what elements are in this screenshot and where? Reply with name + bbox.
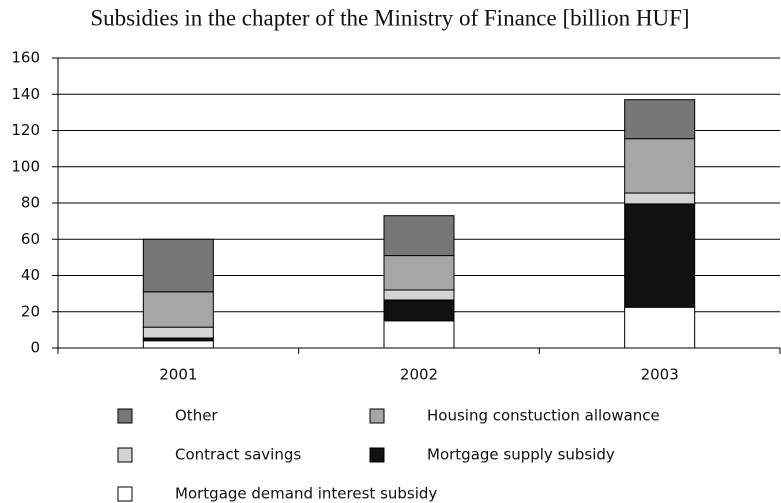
legend-swatch [369, 447, 385, 463]
bar-segment [624, 192, 696, 205]
bar-segment [624, 99, 696, 140]
y-tick-label: 0 [30, 339, 40, 357]
legend-swatch [117, 408, 133, 424]
x-tick-label: 2003 [641, 366, 679, 384]
y-tick-label: 100 [11, 157, 40, 175]
legend-label: Mortgage supply subsidy [427, 446, 615, 464]
y-tick-label: 140 [11, 85, 40, 103]
y-tick-label: 60 [21, 230, 40, 248]
bar-segment [142, 238, 214, 293]
legend-label: Other [175, 407, 218, 425]
legend-label: Mortgage demand interest subsidy [175, 485, 437, 503]
legend-swatch [117, 486, 133, 502]
y-tick-label: 20 [21, 302, 40, 320]
bar-segment [624, 306, 696, 349]
y-tick-label: 80 [21, 194, 40, 212]
legend-swatch [117, 447, 133, 463]
y-tick-label: 120 [11, 121, 40, 139]
bar-segment [624, 203, 696, 308]
chart-title: Subsidies in the chapter of the Ministry… [90, 5, 689, 30]
bar-segment [142, 291, 214, 328]
legend-label: Housing constuction allowance [427, 407, 660, 425]
bar-segment [142, 326, 214, 339]
y-tick-label: 40 [21, 266, 40, 284]
bar-segment [624, 138, 696, 194]
y-tick-label: 160 [11, 49, 40, 67]
x-tick-label: 2002 [400, 366, 438, 384]
bar-segment [383, 299, 455, 322]
bar-segment [383, 255, 455, 291]
x-tick-label: 2001 [159, 366, 197, 384]
legend-swatch [369, 408, 385, 424]
bar-segment [383, 320, 455, 349]
bar-segment [383, 215, 455, 257]
bar-segment [142, 340, 214, 349]
legend-label: Contract savings [175, 446, 301, 464]
bar-segment [383, 289, 455, 301]
